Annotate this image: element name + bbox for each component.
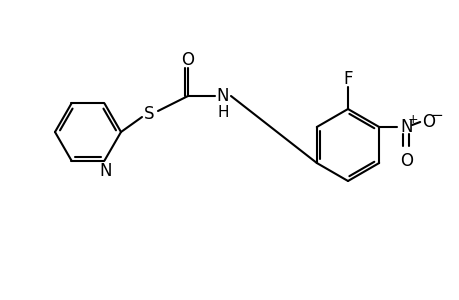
Text: N: N (99, 162, 112, 180)
Text: N: N (216, 87, 229, 105)
Text: S: S (143, 105, 154, 123)
Text: H: H (217, 105, 228, 120)
Text: O: O (181, 51, 194, 69)
Text: N: N (399, 118, 412, 136)
Text: O: O (421, 113, 434, 131)
Text: −: − (430, 107, 442, 122)
Text: +: + (407, 112, 418, 125)
Text: F: F (342, 70, 352, 88)
Text: O: O (399, 152, 412, 170)
